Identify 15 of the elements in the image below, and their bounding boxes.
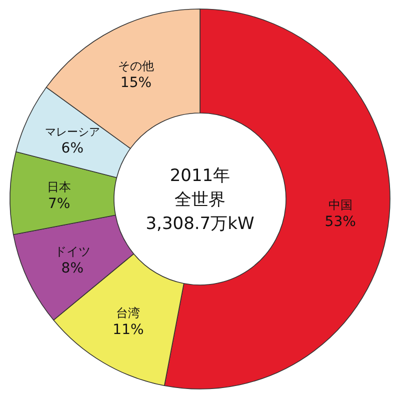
data-label: 7%: [48, 196, 70, 212]
slice-label: 台湾: [116, 306, 140, 320]
data-label: 6%: [61, 140, 84, 156]
data-label: 11%: [112, 322, 144, 338]
data-label: 15%: [120, 74, 152, 91]
slice-label: 日本: [47, 180, 72, 194]
slice-label: ドイツ: [54, 244, 90, 259]
data-label: 8%: [61, 260, 84, 277]
text: 全世界: [174, 190, 226, 210]
text: 2011年: [170, 166, 230, 186]
text: 3,308.7万kW: [146, 214, 254, 234]
slice-label: 中国: [328, 198, 352, 212]
slice-label: その他: [118, 58, 154, 73]
data-label: 53%: [324, 214, 356, 230]
slice-label: マレーシア: [44, 125, 100, 138]
